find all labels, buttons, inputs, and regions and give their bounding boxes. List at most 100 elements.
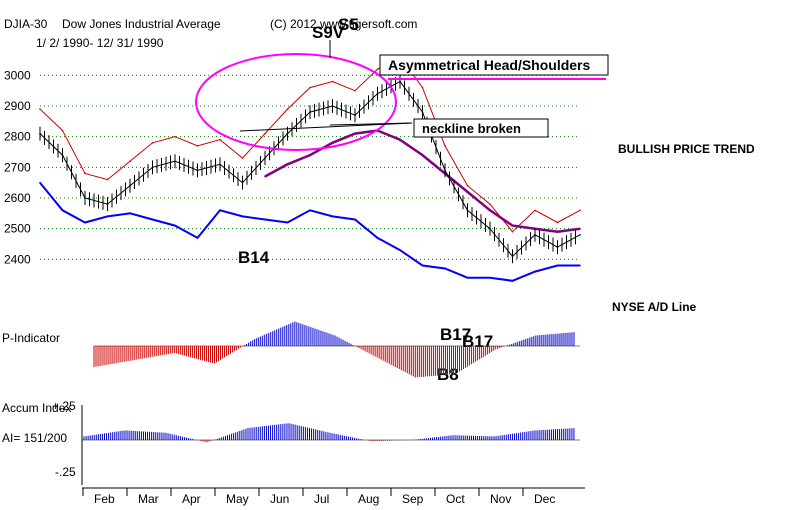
accum-tick-neg: -.25	[55, 465, 76, 479]
accum-tick-pos: +.25	[52, 399, 76, 413]
month-axis: Feb Mar Apr May Jun Jul Aug Sep Oct Nov Dec	[82, 488, 555, 506]
moving-average-path-point	[489, 209, 491, 212]
upper-band-line-point	[174, 135, 176, 138]
neckline-label: neckline broken	[422, 121, 521, 136]
moving-average-path-point	[264, 175, 266, 178]
signal-b17-a: B17	[440, 325, 471, 344]
price-grid	[40, 74, 580, 260]
chart-title: Dow Jones Industrial Average	[62, 17, 221, 31]
moving-average-path-point	[309, 154, 311, 156]
chart-symbol: DJIA-30	[4, 17, 48, 31]
chart-date-range: 1/ 2/ 1990- 12/ 31/ 1990	[36, 36, 164, 50]
accum-index-panel	[82, 423, 580, 443]
y-tick-label: 2700	[4, 160, 31, 174]
ad-line-path-point	[399, 249, 401, 251]
ad-line-path-point	[556, 264, 559, 267]
ad-line-path-point	[174, 224, 176, 227]
head-shoulders-ellipse	[195, 53, 397, 151]
month-label: Jul	[314, 492, 329, 506]
ad-line-path-point	[129, 212, 131, 215]
upper-band-line-point	[309, 86, 311, 89]
y-tick-label: 3000	[4, 68, 31, 82]
ad-line-path-point	[241, 215, 244, 218]
ad-line-path-point	[219, 209, 221, 212]
signal-b14: B14	[238, 248, 270, 267]
ad-line-path-point	[84, 221, 86, 224]
moving-average-path-point	[331, 142, 334, 144]
upper-band-line-point	[489, 203, 491, 205]
upper-band-line-point	[241, 157, 244, 159]
y-tick-label: 2400	[4, 252, 31, 266]
y-tick-label: 2600	[4, 191, 31, 205]
upper-band-line-point	[354, 89, 356, 92]
price-y-ticks: 3000 2900 2800 2700 2600 2500 2400	[4, 68, 31, 266]
moving-average-path-point	[556, 230, 559, 233]
moving-average-path-point	[579, 227, 581, 230]
upper-band-line-point	[61, 129, 64, 132]
ad-line-path-point	[309, 209, 311, 212]
ad-line-label: NYSE A/D Line	[612, 300, 697, 314]
ad-line-path-point	[286, 221, 289, 224]
ad-line-series	[39, 181, 581, 282]
upper-band-line-point	[219, 138, 221, 141]
y-tick-label: 2500	[4, 222, 31, 236]
y-tick-label: 2800	[4, 130, 31, 144]
p-indicator-label: P-Indicator	[2, 331, 60, 345]
moving-average-path-point	[399, 138, 401, 141]
ad-line-path-point	[489, 276, 491, 279]
trend-label: BULLISH PRICE TREND	[618, 142, 755, 156]
month-label: Oct	[446, 492, 465, 506]
ad-line-path-point	[61, 209, 64, 212]
ad-line-path-point	[196, 237, 199, 239]
upper-band-line-point	[444, 145, 446, 147]
ad-line-path-point	[376, 237, 379, 239]
ad-line-path-point	[444, 267, 446, 270]
p-indicator-panel	[93, 321, 580, 378]
upper-band	[39, 56, 581, 233]
moving-average-path	[264, 129, 581, 233]
ad-line-path-point	[579, 264, 581, 267]
signal-s9v: S9V	[312, 23, 345, 42]
upper-band-line	[39, 56, 581, 233]
accum-label: Accum Index	[2, 401, 71, 415]
month-label: Feb	[94, 492, 115, 506]
upper-band-line-point	[84, 172, 86, 175]
y-tick-label: 2900	[4, 99, 31, 113]
ad-line-path-point	[354, 218, 356, 221]
month-label: Aug	[358, 492, 379, 506]
ad-line-path-point	[331, 215, 334, 218]
ad-line-path-point	[151, 218, 154, 221]
upper-band-line-point	[376, 68, 379, 70]
neckline-box	[413, 118, 549, 138]
upper-band-line-point	[466, 184, 469, 187]
upper-band-line-point	[534, 209, 536, 212]
month-label: Nov	[490, 492, 511, 506]
moving-average-path-point	[511, 224, 514, 227]
signal-s5: S5	[338, 15, 359, 34]
price-path-point	[579, 234, 581, 236]
upper-band-line-point	[511, 230, 514, 233]
month-label: Sep	[402, 492, 424, 506]
ad-line-path-point	[421, 264, 424, 267]
chart-copyright: (C) 2012 www.tigersoft.com	[270, 17, 417, 31]
upper-band-line-point	[151, 142, 154, 144]
ad-line-path-point	[534, 270, 536, 273]
head-shoulders-label: Asymmetrical Head/Shoulders	[388, 57, 591, 73]
neckline-pointer	[329, 122, 413, 126]
ad-line-path-point	[511, 280, 514, 282]
moving-average-path-point	[354, 132, 356, 135]
upper-band-line-point	[39, 108, 41, 110]
neckline	[239, 122, 413, 132]
moving-average-path-point	[421, 154, 424, 156]
ad-line-path-point	[39, 181, 41, 184]
price-series	[39, 74, 581, 264]
month-label: Mar	[138, 492, 159, 506]
ad-line-path-point	[466, 276, 469, 279]
upper-band-line-point	[579, 209, 581, 212]
upper-band-line-point	[556, 221, 559, 224]
upper-band-line-point	[286, 108, 289, 110]
ad-line-path-point	[264, 218, 266, 221]
upper-band-line-point	[196, 145, 199, 147]
head-shoulders-box	[379, 54, 609, 76]
